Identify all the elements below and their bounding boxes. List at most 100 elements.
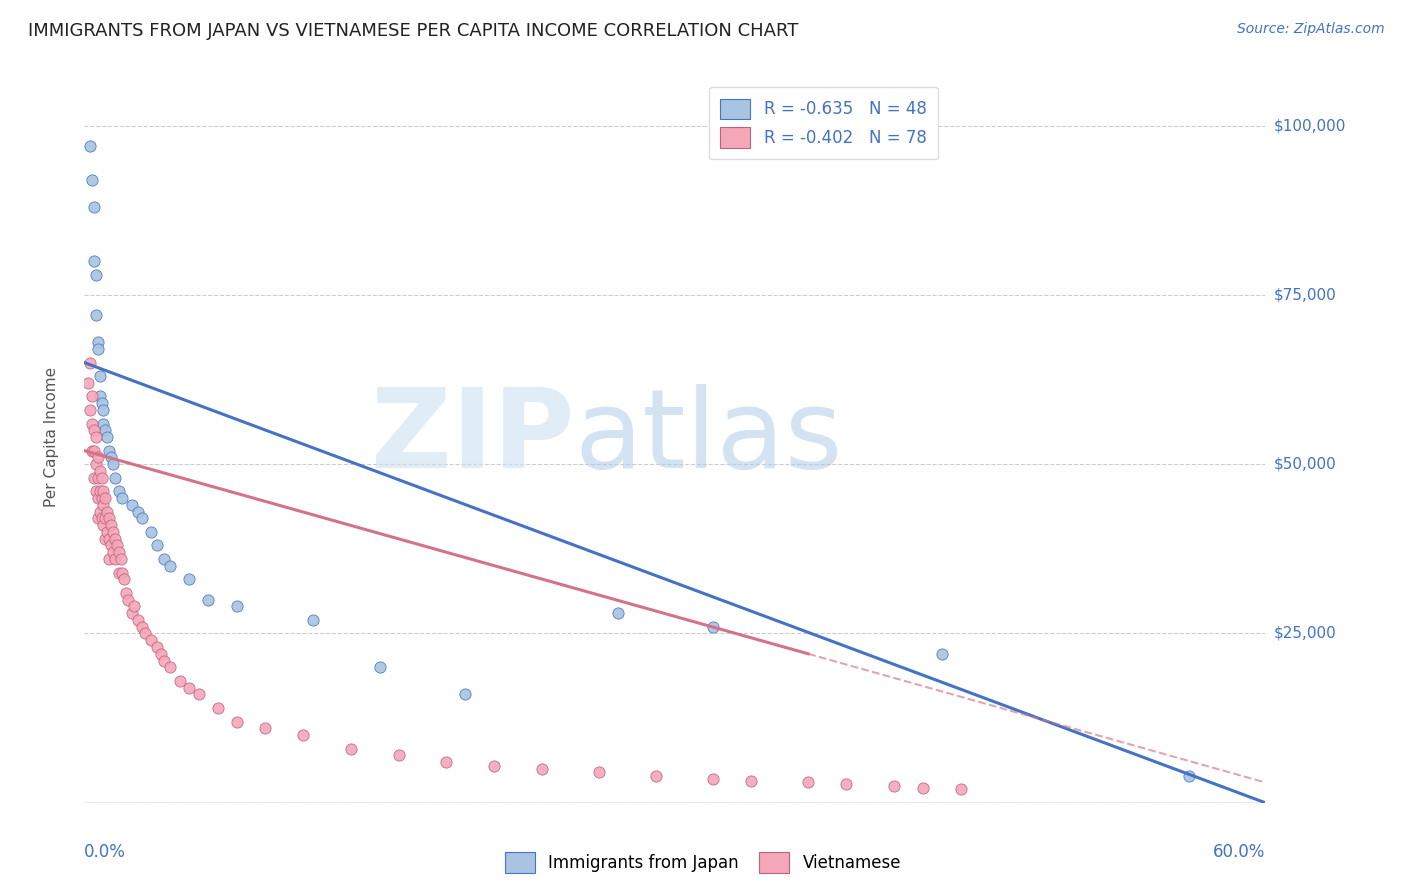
Point xyxy=(98,552,121,566)
Point xyxy=(368,660,391,674)
Point xyxy=(86,335,108,350)
Point xyxy=(883,779,905,793)
Text: $50,000: $50,000 xyxy=(1274,457,1337,472)
Point xyxy=(112,572,135,586)
Point xyxy=(86,342,108,356)
Text: Source: ZipAtlas.com: Source: ZipAtlas.com xyxy=(1237,22,1385,37)
Point xyxy=(153,654,176,668)
Point xyxy=(169,673,191,688)
Text: $75,000: $75,000 xyxy=(1274,287,1337,302)
Legend: R = -0.635   N = 48, R = -0.402   N = 78: R = -0.635 N = 48, R = -0.402 N = 78 xyxy=(709,87,938,160)
Point xyxy=(84,484,107,499)
Point xyxy=(94,532,117,546)
Point xyxy=(101,545,124,559)
Point xyxy=(107,566,129,580)
Point xyxy=(105,538,128,552)
Point xyxy=(117,592,139,607)
Point xyxy=(145,538,167,552)
Point xyxy=(86,450,108,465)
Point xyxy=(89,505,111,519)
Point xyxy=(93,417,115,431)
Point xyxy=(835,777,858,791)
Point xyxy=(254,721,277,735)
Point xyxy=(83,471,105,485)
Point xyxy=(83,423,105,437)
Point xyxy=(93,403,115,417)
Text: 60.0%: 60.0% xyxy=(1213,843,1265,861)
Point xyxy=(187,688,209,702)
Point xyxy=(96,505,118,519)
Point xyxy=(90,491,112,505)
Point xyxy=(111,491,134,505)
Point xyxy=(101,457,124,471)
Point xyxy=(949,782,972,797)
Point xyxy=(104,532,127,546)
Point xyxy=(84,268,107,282)
Point xyxy=(434,755,457,769)
Point xyxy=(90,511,112,525)
Point xyxy=(107,545,129,559)
Point xyxy=(94,423,117,437)
Point xyxy=(111,566,134,580)
Point xyxy=(179,572,201,586)
Point xyxy=(80,417,103,431)
Text: 0.0%: 0.0% xyxy=(84,843,127,861)
Point xyxy=(93,484,115,499)
Point xyxy=(79,355,101,369)
Text: IMMIGRANTS FROM JAPAN VS VIETNAMESE PER CAPITA INCOME CORRELATION CHART: IMMIGRANTS FROM JAPAN VS VIETNAMESE PER … xyxy=(28,22,799,40)
Point xyxy=(107,484,129,499)
Point xyxy=(93,498,115,512)
Point xyxy=(94,511,117,525)
Point xyxy=(149,647,172,661)
Point xyxy=(89,389,111,403)
Text: Per Capita Income: Per Capita Income xyxy=(44,367,59,508)
Point xyxy=(101,524,124,539)
Point xyxy=(86,511,108,525)
Point xyxy=(83,443,105,458)
Point xyxy=(302,613,325,627)
Point xyxy=(80,389,103,403)
Point xyxy=(388,748,411,763)
Point xyxy=(139,524,162,539)
Point xyxy=(104,552,127,566)
Point xyxy=(911,780,934,795)
Point xyxy=(79,139,101,153)
Point xyxy=(110,552,132,566)
Point xyxy=(100,450,122,465)
Point xyxy=(93,518,115,533)
Point xyxy=(134,626,156,640)
Point xyxy=(153,552,176,566)
Point xyxy=(121,498,143,512)
Point xyxy=(606,606,628,620)
Point xyxy=(740,774,762,789)
Point xyxy=(90,471,112,485)
Point xyxy=(83,254,105,268)
Point xyxy=(77,376,100,390)
Point xyxy=(89,464,111,478)
Point xyxy=(931,647,953,661)
Point xyxy=(90,396,112,410)
Point xyxy=(96,430,118,444)
Point xyxy=(131,511,153,525)
Point xyxy=(86,471,108,485)
Point xyxy=(127,505,149,519)
Point xyxy=(702,772,724,786)
Point xyxy=(98,443,121,458)
Point xyxy=(131,620,153,634)
Point xyxy=(84,430,107,444)
Point xyxy=(89,369,111,384)
Point xyxy=(797,775,820,789)
Point xyxy=(79,403,101,417)
Point xyxy=(530,762,553,776)
Point xyxy=(100,518,122,533)
Point xyxy=(84,457,107,471)
Point xyxy=(159,660,181,674)
Point xyxy=(702,620,724,634)
Point xyxy=(80,172,103,186)
Point xyxy=(225,714,247,729)
Point xyxy=(100,538,122,552)
Point xyxy=(83,200,105,214)
Point xyxy=(98,532,121,546)
Point xyxy=(122,599,145,614)
Point xyxy=(84,308,107,322)
